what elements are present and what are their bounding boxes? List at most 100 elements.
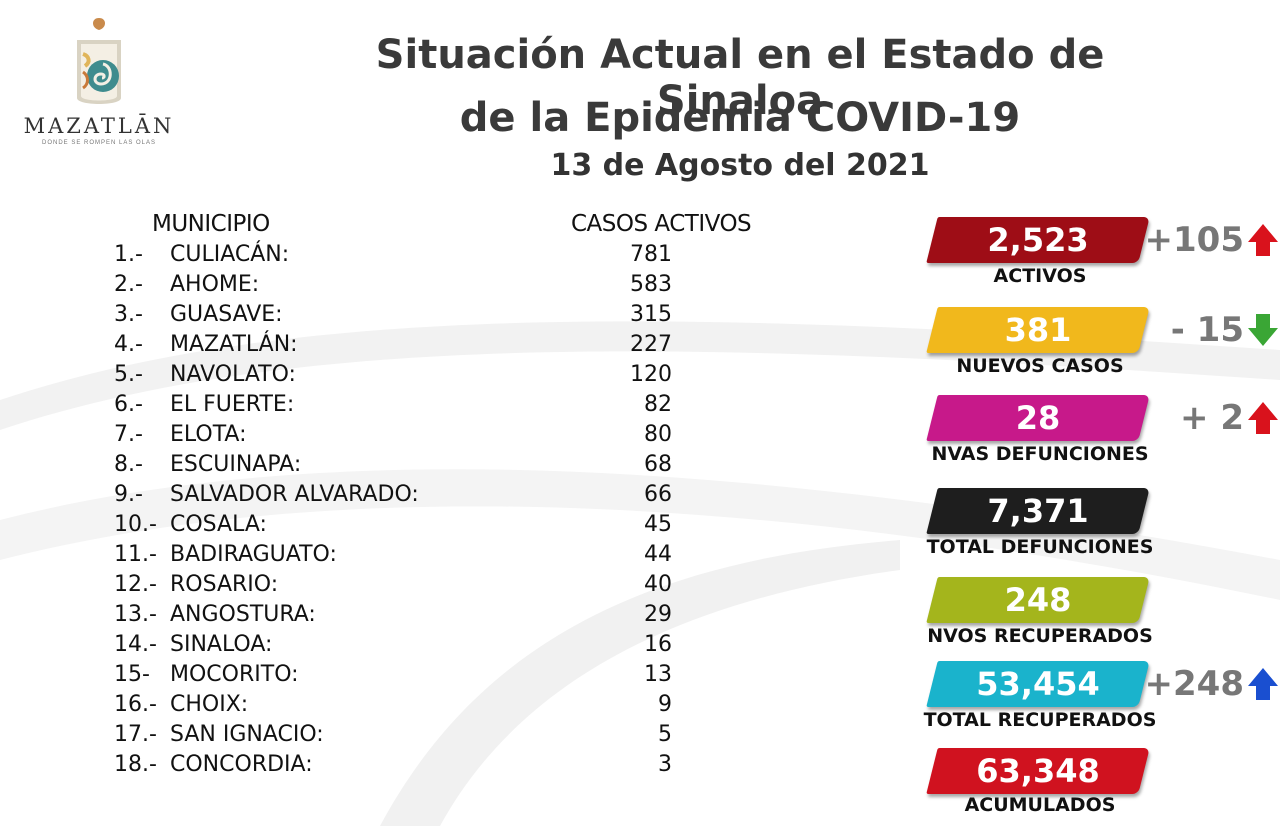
active-cases-value: 68 (644, 452, 672, 477)
row-number: 7.- (114, 422, 143, 447)
stat-value: 53,454 (976, 665, 1100, 703)
row-number: 4.- (114, 332, 143, 357)
active-cases-value: 781 (630, 242, 672, 267)
table-row: 14.- SINALOA: 16 (0, 632, 700, 662)
table-row: 6.- EL FUERTE: 82 (0, 392, 700, 422)
logo-tagline: DONDE SE ROMPEN LAS OLAS (41, 140, 157, 146)
stat-value: 248 (1004, 581, 1072, 619)
page-title-line1: Situación Actual en el Estado de Sinaloa (375, 32, 1105, 124)
row-number: 5.- (114, 362, 143, 387)
stat-card-total-rec: 53,454 TOTAL RECUPERADOS (920, 661, 1160, 751)
row-number: 9.- (114, 482, 143, 507)
table-row: 17.- SAN IGNACIO: 5 (0, 722, 700, 752)
active-cases-value: 29 (644, 602, 672, 627)
stat-delta: - 15 (1171, 307, 1280, 353)
stat-label: NVAS DEFUNCIONES (931, 443, 1149, 465)
municipality-name: AHOME: (170, 272, 260, 297)
stat-value: 2,523 (987, 221, 1089, 259)
stat-delta: +105 (1145, 217, 1280, 263)
stat-label: TOTAL RECUPERADOS (923, 709, 1157, 731)
table-row: 2.- AHOME: 583 (0, 272, 700, 302)
stat-value: 28 (1015, 399, 1061, 437)
active-cases-value: 583 (630, 272, 672, 297)
stat-label: TOTAL DEFUNCIONES (926, 536, 1154, 558)
delta-value: +248 (1144, 664, 1244, 704)
row-number: 11.- (114, 542, 157, 567)
stat-card-activos: 2,523 ACTIVOS (920, 217, 1160, 307)
stat-card-nuevos: 381 NUEVOS CASOS (920, 307, 1160, 397)
stat-value: 7,371 (987, 492, 1089, 530)
municipality-name: SINALOA: (170, 632, 273, 657)
arrow-up-icon (1248, 668, 1278, 700)
arrow-down-icon (1248, 314, 1278, 346)
stat-label: ACTIVOS (993, 265, 1087, 287)
table-row: 5.- NAVOLATO: 120 (0, 362, 700, 392)
row-number: 17.- (114, 722, 157, 747)
municipality-name: ESCUINAPA: (170, 452, 302, 477)
stat-card-nvos-rec: 248 NVOS RECUPERADOS (920, 577, 1160, 667)
active-cases-value: 44 (644, 542, 672, 567)
municipality-name: GUASAVE: (170, 302, 283, 327)
page-date: 13 de Agosto del 2021 (550, 148, 930, 183)
stat-card-total-def: 7,371 TOTAL DEFUNCIONES (920, 488, 1160, 578)
municipality-name: SAN IGNACIO: (170, 722, 324, 747)
table-row: 13.- ANGOSTURA: 29 (0, 602, 700, 632)
table-row: 9.- SALVADOR ALVARADO: 66 (0, 482, 700, 512)
row-number: 14.- (114, 632, 157, 657)
municipality-name: MAZATLÁN: (170, 332, 298, 357)
stat-card-acumulados: 63,348 ACUMULADOS (920, 748, 1160, 826)
active-cases-value: 40 (644, 572, 672, 597)
table-row: 8.- ESCUINAPA: 68 (0, 452, 700, 482)
municipality-name: SALVADOR ALVARADO: (170, 482, 419, 507)
column-header-municipio: MUNICIPIO (152, 211, 270, 237)
mazatlan-logo: MAZATLĀN DONDE SE ROMPEN LAS OLAS (14, 14, 184, 174)
stat-delta: + 2 (1180, 395, 1280, 441)
stat-label: NUEVOS CASOS (956, 355, 1124, 377)
arrow-up-icon (1248, 402, 1278, 434)
table-row: 16.- CHOIX: 9 (0, 692, 700, 722)
municipality-name: EL FUERTE: (170, 392, 295, 417)
municipality-name: NAVOLATO: (170, 362, 296, 387)
row-number: 1.- (114, 242, 143, 267)
table-row: 4.- MAZATLÁN: 227 (0, 332, 700, 362)
row-number: 13.- (114, 602, 157, 627)
stat-label: ACUMULADOS (964, 794, 1116, 816)
arrow-up-icon (1248, 224, 1278, 256)
table-row: 3.- GUASAVE: 315 (0, 302, 700, 332)
municipality-name: ELOTA: (170, 422, 247, 447)
table-row: 11.- BADIRAGUATO: 44 (0, 542, 700, 572)
municipality-name: MOCORITO: (170, 662, 299, 687)
row-number: 3.- (114, 302, 143, 327)
municipality-name: CONCORDIA: (170, 752, 313, 777)
active-cases-value: 5 (658, 722, 672, 747)
row-number: 10.- (114, 512, 157, 537)
active-cases-value: 45 (644, 512, 672, 537)
municipality-name: CULIACÁN: (170, 242, 290, 267)
row-number: 2.- (114, 272, 143, 297)
municipality-name: ROSARIO: (170, 572, 279, 597)
stat-delta: +248 (1145, 661, 1280, 707)
stat-card-nvas-def: 28 NVAS DEFUNCIONES (920, 395, 1160, 485)
table-row: 10.- COSALA: 45 (0, 512, 700, 542)
table-row: 18.- CONCORDIA: 3 (0, 752, 700, 782)
active-cases-value: 120 (630, 362, 672, 387)
municipality-name: CHOIX: (170, 692, 249, 717)
delta-value: - 15 (1170, 310, 1244, 350)
stat-value: 381 (1004, 311, 1072, 349)
active-cases-value: 16 (644, 632, 672, 657)
active-cases-value: 227 (630, 332, 672, 357)
active-cases-value: 13 (644, 662, 672, 687)
table-row: 1.- CULIACÁN: 781 (0, 242, 700, 272)
table-row: 7.- ELOTA: 80 (0, 422, 700, 452)
active-cases-value: 9 (658, 692, 672, 717)
municipality-name: COSALA: (170, 512, 267, 537)
row-number: 15- (114, 662, 150, 687)
delta-value: + 2 (1180, 398, 1244, 438)
stat-label: NVOS RECUPERADOS (927, 625, 1153, 647)
delta-value: +105 (1144, 220, 1244, 260)
row-number: 18.- (114, 752, 157, 777)
mazatlan-emblem-icon (77, 18, 121, 104)
table-row: 12.- ROSARIO: 40 (0, 572, 700, 602)
active-cases-value: 3 (658, 752, 672, 777)
active-cases-value: 82 (644, 392, 672, 417)
